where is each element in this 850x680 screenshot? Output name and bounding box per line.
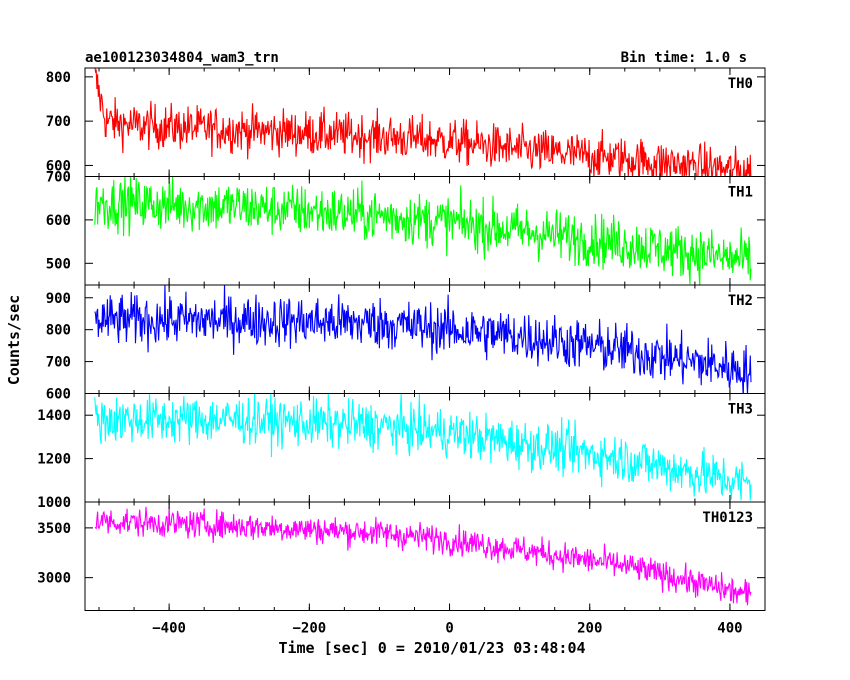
panel-th1: 500 600 700 TH1 xyxy=(46,170,766,286)
y-tick-label: 700 xyxy=(46,114,71,130)
x-tick-label: −400 xyxy=(152,621,186,637)
y-tick-label: 800 xyxy=(46,323,71,339)
y-tick-label: 3500 xyxy=(37,521,71,537)
series-line-th2 xyxy=(94,285,752,394)
y-tick-label: 700 xyxy=(46,170,71,186)
chart-title: ae100123034804_wam3_trn xyxy=(85,50,279,66)
y-tick-label: 500 xyxy=(46,256,71,272)
panel-th3: 1000 1200 1400 TH3 xyxy=(37,393,766,511)
panel-th2: 600 700 800 900 TH2 xyxy=(46,284,766,403)
panel-label-th1: TH1 xyxy=(728,185,753,201)
panel-frame xyxy=(84,501,766,611)
y-tick-label: 800 xyxy=(46,70,71,86)
series-line-th3 xyxy=(94,393,752,501)
series-line-th0123 xyxy=(94,506,752,606)
x-tick-label: 0 xyxy=(445,621,453,637)
series-line-th0 xyxy=(94,68,752,177)
panel-label-th0123: TH0123 xyxy=(702,510,753,526)
x-tick-label: 400 xyxy=(717,621,742,637)
y-tick-label: 600 xyxy=(46,213,71,229)
panel-label-th0: TH0 xyxy=(728,76,753,92)
bin-time-label: Bin time: 1.0 s xyxy=(621,50,747,66)
x-axis-label: Time [sec] 0 = 2010/01/23 03:48:04 xyxy=(278,639,585,657)
y-tick-label: 3000 xyxy=(37,571,71,587)
panel-frame xyxy=(84,284,766,394)
x-axis: −400 −200 0 200 400 xyxy=(152,621,742,637)
panel-th0: 600 700 800 TH0 xyxy=(46,67,766,177)
x-tick-label: −200 xyxy=(292,621,326,637)
series-line-th1 xyxy=(94,176,752,285)
panel-th0123: 3000 3500 TH0123 xyxy=(37,501,766,611)
y-tick-label: 700 xyxy=(46,355,71,371)
y-axis-label: Counts/sec xyxy=(5,295,23,385)
panel-label-th3: TH3 xyxy=(728,402,753,418)
y-tick-label: 1400 xyxy=(37,408,71,424)
y-tick-label: 900 xyxy=(46,291,71,307)
panel-label-th2: TH2 xyxy=(728,293,753,309)
y-tick-label: 1000 xyxy=(37,495,71,511)
y-tick-label: 600 xyxy=(46,158,71,174)
y-tick-label: 600 xyxy=(46,387,71,403)
y-tick-label: 1200 xyxy=(37,452,71,468)
x-tick-label: 200 xyxy=(577,621,602,637)
